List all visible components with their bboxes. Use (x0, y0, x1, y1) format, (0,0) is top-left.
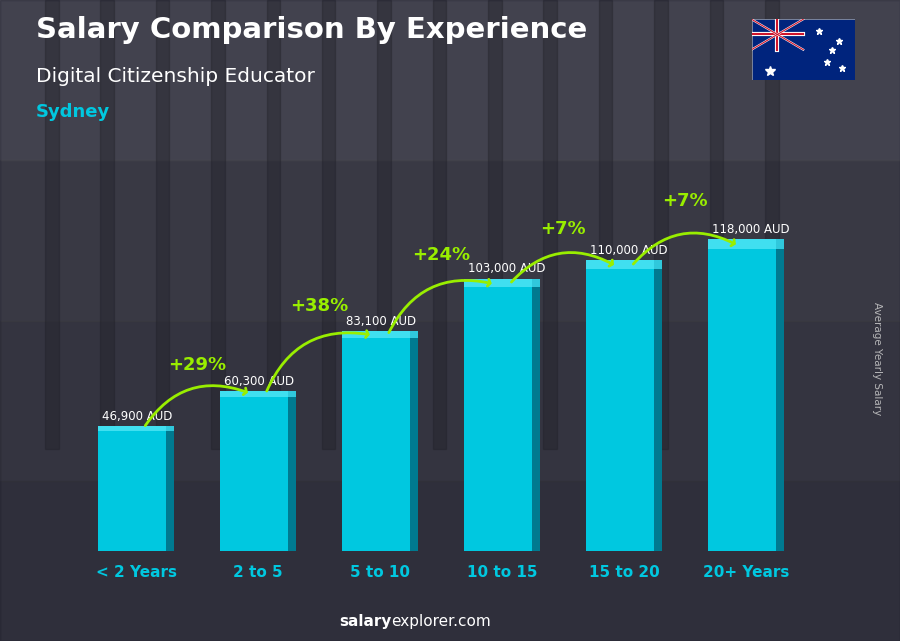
Bar (752, 19, 803, 50)
Bar (532, 278, 540, 287)
Bar (544, 0, 557, 449)
Bar (212, 0, 225, 449)
Bar (0, 320, 900, 481)
Bar (45, 0, 58, 449)
Bar (342, 338, 410, 551)
Bar (654, 260, 662, 269)
Bar (709, 0, 723, 449)
Text: Digital Citizenship Educator: Digital Citizenship Educator (36, 67, 315, 87)
Text: +7%: +7% (662, 192, 707, 210)
Bar (708, 249, 776, 551)
Bar (101, 0, 114, 449)
Bar (166, 431, 174, 551)
Text: Salary Comparison By Experience: Salary Comparison By Experience (36, 16, 587, 44)
Bar (776, 249, 784, 551)
Bar (322, 0, 336, 449)
Bar (708, 239, 776, 249)
Text: 46,900 AUD: 46,900 AUD (102, 410, 173, 423)
Bar (410, 338, 418, 551)
Bar (220, 391, 288, 397)
Bar (488, 0, 501, 449)
Bar (586, 269, 654, 551)
Bar (776, 239, 784, 249)
Bar (156, 0, 169, 449)
Text: Sydney: Sydney (36, 103, 110, 121)
Text: +38%: +38% (290, 297, 348, 315)
Text: 60,300 AUD: 60,300 AUD (224, 374, 294, 388)
Bar (0, 0, 900, 160)
Text: salary: salary (339, 615, 392, 629)
Bar (220, 397, 288, 551)
Bar (598, 0, 612, 449)
Bar (765, 0, 778, 449)
Text: Average Yearly Salary: Average Yearly Salary (872, 303, 883, 415)
Bar (586, 260, 654, 269)
Text: explorer.com: explorer.com (392, 615, 491, 629)
Text: 110,000 AUD: 110,000 AUD (590, 244, 668, 257)
Text: +29%: +29% (168, 356, 226, 374)
Bar (342, 331, 410, 338)
Bar (464, 287, 532, 551)
Bar (98, 431, 166, 551)
Bar (433, 0, 446, 449)
Bar (410, 331, 418, 338)
Bar (98, 426, 166, 431)
Bar (266, 0, 280, 449)
Bar (288, 391, 296, 397)
Text: 118,000 AUD: 118,000 AUD (712, 223, 789, 236)
Text: 103,000 AUD: 103,000 AUD (468, 262, 545, 276)
Text: +24%: +24% (412, 246, 470, 264)
Bar (532, 287, 540, 551)
Bar (0, 481, 900, 641)
Bar (654, 269, 662, 551)
Text: +7%: +7% (540, 221, 586, 238)
Text: 83,100 AUD: 83,100 AUD (346, 315, 416, 328)
Bar (377, 0, 391, 449)
Bar (464, 278, 532, 287)
Bar (0, 160, 900, 320)
Bar (654, 0, 668, 449)
Bar (166, 426, 174, 431)
Bar (288, 397, 296, 551)
